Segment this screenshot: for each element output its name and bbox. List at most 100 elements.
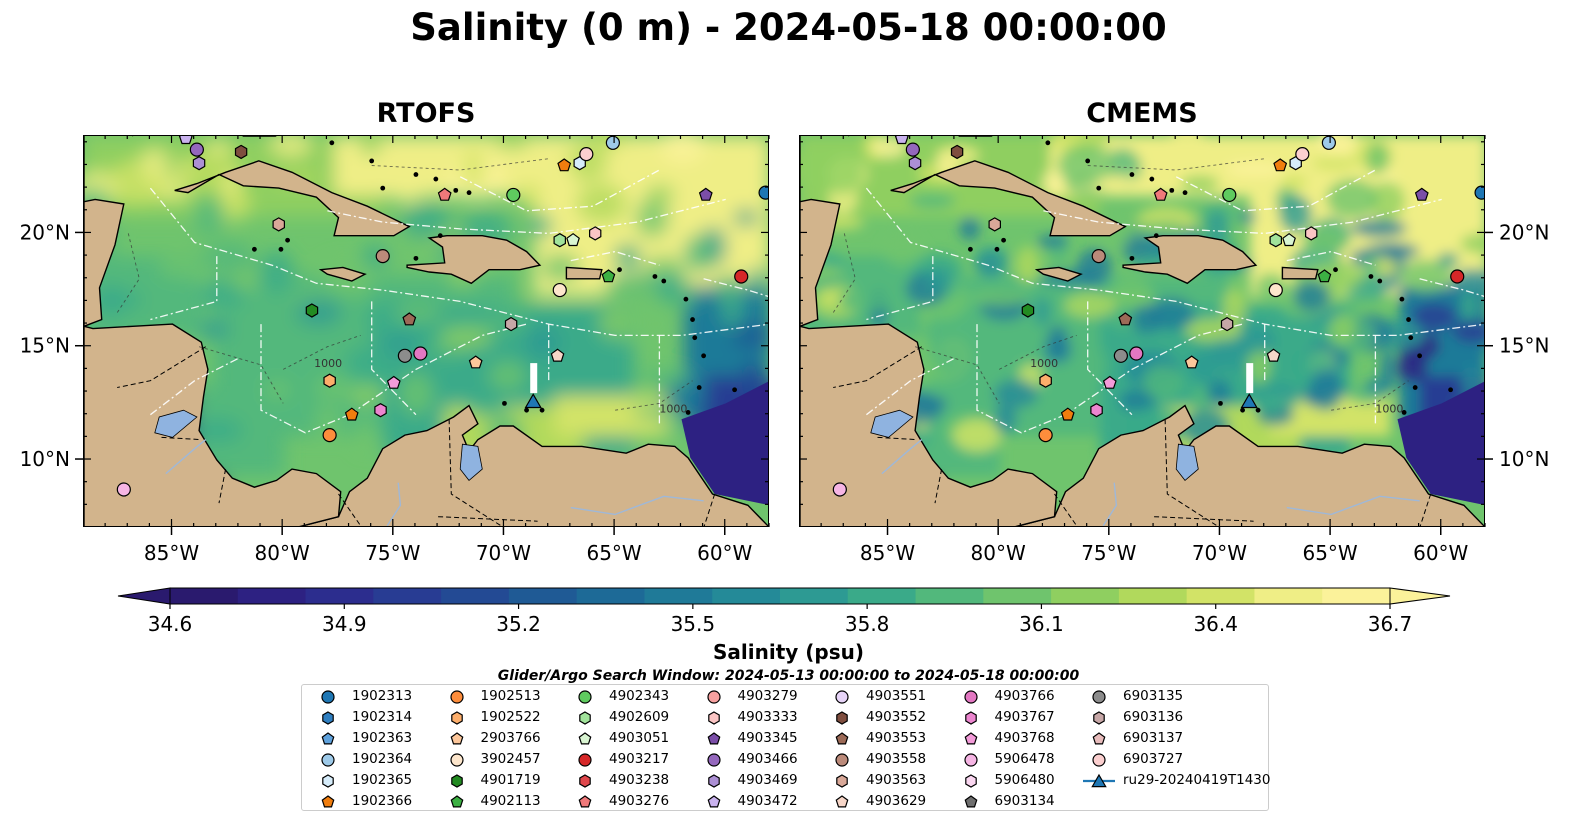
float-marker-4903469 [908,156,922,171]
search-window-text: Glider/Argo Search Window: 2024-05-13 00… [497,668,1080,684]
legend-marker-icon [450,711,463,725]
legend-marker-icon [836,711,848,725]
legend-item-label: 4903276 [609,793,670,809]
land-polygon [800,136,1058,526]
legend-item-label: 1902366 [352,793,413,809]
land-polygon [1281,266,1319,280]
float-marker-4903552 [950,144,964,160]
legend-item-label: 1902363 [352,730,413,746]
contour-label: 1000 [314,357,342,370]
legend-item-label: 5906478 [994,751,1055,767]
float-marker-4903768 [1102,375,1117,389]
legend-marker-icon [578,753,592,767]
legend-marker-icon [578,732,592,745]
float-marker-5906478 [832,482,847,497]
float-marker-1902364 [605,136,620,150]
colorbar-segment [1322,588,1391,604]
legend-marker-icon [964,774,977,788]
legend-marker-icon [449,753,464,767]
float-marker-4903276 [1153,187,1168,201]
legend-marker-icon [450,732,463,745]
colorbar-tick-label: 36.7 [1367,612,1413,636]
lat-tick-label-left: 10°N [20,447,70,471]
legend-item-label: 1902364 [352,751,413,767]
contour-label: 1000 [1030,357,1058,370]
legend-item-label: 1902313 [352,688,413,704]
float-marker-6903727 [579,147,594,162]
lon-tick-label: 80°W [971,541,1026,565]
legend-item-label: 4902343 [609,688,670,704]
legend-marker-icon [321,795,335,808]
glider-marker [1240,393,1258,409]
land-polygon [565,266,603,280]
legend-item-label: 4903767 [994,709,1055,725]
legend: 1902313 1902314 1902363 1902364 1902365 19023… [301,684,1270,811]
map-panel-cmems: 1000 1000 [799,135,1485,527]
legend-item-label: 6903135 [1123,688,1184,704]
float-marker-3902457 [552,282,567,298]
legend-marker-icon [579,711,591,725]
lon-tick-label: 75°W [1081,541,1136,565]
float-marker-1902366 [557,158,572,172]
legend-marker-icon [449,690,464,704]
float-marker-4903345 [698,187,713,201]
lat-tick-label-right: 15°N [1499,334,1549,358]
lon-tick-label: 60°W [1413,541,1468,565]
legend-marker-icon [706,690,721,704]
colorbar-segment [712,588,781,604]
legend-marker-icon [1092,732,1106,745]
colorbar-segment [847,588,917,604]
float-marker-4902609 [1269,233,1282,248]
legend-marker-icon [579,774,591,788]
land-polygon [1015,404,1484,526]
legend-marker-icon [963,690,978,704]
colorbar-segment [508,588,578,604]
colorbar-segment [237,588,307,604]
float-marker-1902513 [322,427,337,443]
legend-item-label: 4903558 [866,751,927,767]
float-marker-4903558 [1091,248,1106,264]
legend-item-label: 4903345 [737,730,798,746]
legend-marker-icon [836,774,848,788]
lat-tick-label-left: 20°N [20,220,70,244]
lat-tick-label-right: 20°N [1499,220,1549,244]
legend-item-label: 5906480 [994,772,1055,788]
legend-marker-icon [1092,753,1106,767]
legend-item-label: 4903333 [737,709,798,725]
float-marker-4903766 [413,346,428,361]
float-marker-4903345 [1414,187,1429,201]
legend-marker-icon [835,753,849,767]
legend-item-label: 6903136 [1123,709,1184,725]
land-polygon [1034,266,1083,282]
float-marker-3902457 [1268,282,1283,298]
float-marker-4903469 [192,156,206,171]
legend-item-label: 1902365 [352,772,413,788]
float-marker-1902522 [1039,373,1052,388]
legend-item-label: 4903469 [737,772,798,788]
legend-item-label: 4903051 [609,730,670,746]
float-marker-4903466 [189,142,204,157]
float-marker-6903136 [1220,316,1234,332]
float-marker-5906478 [116,482,131,497]
colorbar-segment [373,588,442,604]
float-marker-6903136 [504,316,518,332]
colorbar-tick-label: 35.5 [670,612,716,636]
colorbar-segment [644,588,713,604]
float-marker-4902343 [1222,187,1237,203]
float-marker-4903767 [1090,403,1103,418]
figure-title: Salinity (0 m) - 2024-05-18 00:00:00 [410,6,1167,49]
float-marker-4903466 [905,142,920,157]
float-marker-4903552 [234,144,248,160]
legend-item-label: 4903629 [866,793,927,809]
colorbar-segment [576,588,646,604]
panel-title-rtofs: RTOFS [376,98,476,129]
float-marker-1902364 [1321,136,1336,150]
salinity-colorbar [117,587,1451,609]
float-marker-4903629 [550,348,565,362]
float-marker-4903563 [988,217,1001,232]
float-marker-4903768 [386,375,401,389]
land-polygon [318,266,367,282]
colorbar-segment [441,588,510,604]
legend-item-label: 1902314 [352,709,413,725]
colorbar-tick-label: 35.2 [496,612,541,636]
